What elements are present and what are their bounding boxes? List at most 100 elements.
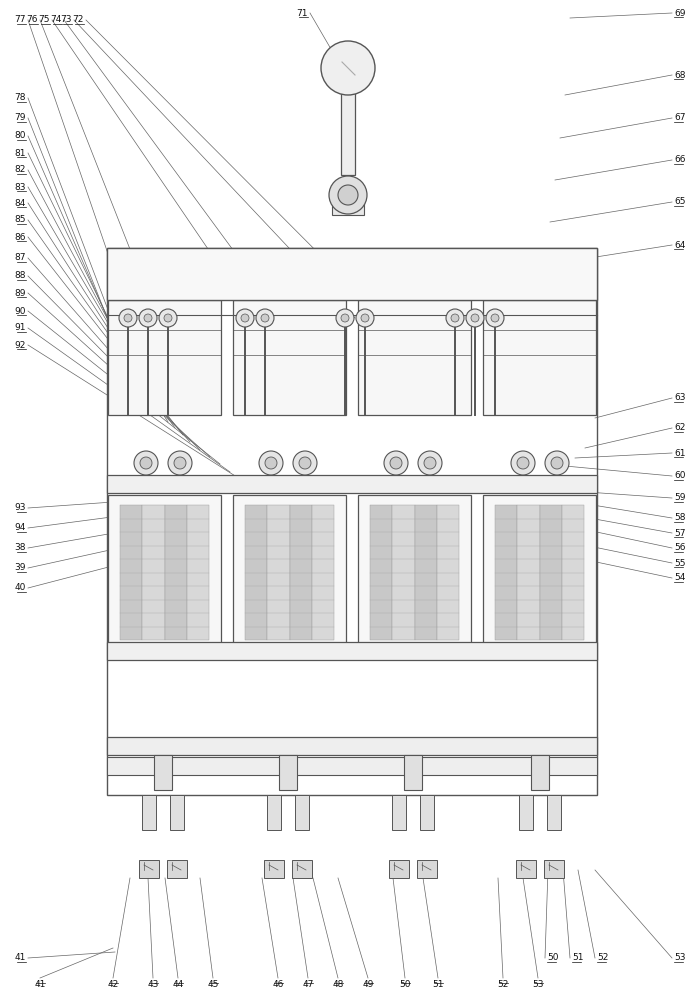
- Bar: [107, 248, 597, 795]
- Bar: [233, 300, 346, 415]
- Bar: [279, 755, 297, 790]
- Bar: [392, 795, 406, 830]
- Text: 82: 82: [15, 165, 26, 174]
- Bar: [108, 300, 221, 415]
- Text: 45: 45: [207, 980, 218, 989]
- Bar: [164, 505, 187, 640]
- Circle shape: [336, 309, 354, 327]
- Text: 88: 88: [15, 271, 26, 280]
- Bar: [245, 505, 267, 640]
- Circle shape: [491, 314, 499, 322]
- Bar: [107, 642, 597, 660]
- Circle shape: [321, 41, 375, 95]
- Bar: [547, 795, 561, 830]
- Text: 81: 81: [15, 148, 26, 157]
- Bar: [142, 505, 164, 640]
- Text: 72: 72: [73, 15, 84, 24]
- Circle shape: [466, 309, 484, 327]
- Text: 66: 66: [674, 155, 685, 164]
- Circle shape: [418, 451, 442, 475]
- Circle shape: [545, 451, 569, 475]
- Text: 78: 78: [15, 94, 26, 103]
- Text: 38: 38: [15, 544, 26, 552]
- Text: 94: 94: [15, 524, 26, 532]
- Bar: [187, 505, 209, 640]
- Bar: [483, 300, 596, 415]
- Text: 51: 51: [572, 954, 584, 962]
- Text: 60: 60: [674, 472, 685, 481]
- Bar: [414, 505, 437, 640]
- Text: 57: 57: [674, 528, 685, 538]
- Bar: [107, 475, 597, 493]
- Text: 89: 89: [15, 288, 26, 298]
- Circle shape: [329, 176, 367, 214]
- Text: 53: 53: [532, 980, 544, 989]
- Text: 58: 58: [674, 514, 685, 522]
- Bar: [120, 505, 142, 640]
- Bar: [107, 757, 597, 775]
- Circle shape: [174, 457, 186, 469]
- Text: 46: 46: [272, 980, 284, 989]
- Bar: [370, 505, 392, 640]
- Bar: [519, 795, 533, 830]
- Circle shape: [486, 309, 504, 327]
- Text: 55: 55: [674, 558, 685, 568]
- Bar: [295, 795, 309, 830]
- Text: 50: 50: [399, 980, 411, 989]
- Text: 42: 42: [107, 980, 118, 989]
- Bar: [544, 860, 564, 878]
- Bar: [167, 860, 187, 878]
- Bar: [404, 755, 422, 790]
- Bar: [437, 505, 459, 640]
- Text: 67: 67: [674, 113, 685, 122]
- Text: 91: 91: [15, 324, 26, 332]
- Bar: [267, 505, 290, 640]
- Text: 73: 73: [60, 15, 72, 24]
- Bar: [290, 505, 312, 640]
- Circle shape: [144, 314, 152, 322]
- Text: 62: 62: [674, 424, 685, 432]
- Text: 51: 51: [433, 980, 444, 989]
- Text: 86: 86: [15, 232, 26, 241]
- Bar: [142, 795, 156, 830]
- Text: 80: 80: [15, 131, 26, 140]
- Circle shape: [164, 314, 172, 322]
- Bar: [312, 505, 334, 640]
- Text: 59: 59: [674, 493, 685, 502]
- Circle shape: [446, 309, 464, 327]
- Text: 50: 50: [547, 954, 559, 962]
- Bar: [332, 197, 364, 215]
- Text: 71: 71: [297, 8, 308, 17]
- Circle shape: [384, 451, 408, 475]
- Text: 56: 56: [674, 544, 685, 552]
- Circle shape: [511, 451, 535, 475]
- Circle shape: [241, 314, 249, 322]
- Circle shape: [159, 309, 177, 327]
- Circle shape: [139, 309, 157, 327]
- Text: 41: 41: [15, 954, 26, 962]
- Bar: [341, 68, 355, 175]
- Text: 47: 47: [302, 980, 314, 989]
- Bar: [107, 737, 597, 755]
- Circle shape: [338, 185, 358, 205]
- Bar: [139, 860, 159, 878]
- Bar: [292, 860, 312, 878]
- Text: 90: 90: [15, 306, 26, 316]
- Circle shape: [140, 457, 152, 469]
- Bar: [417, 860, 437, 878]
- Bar: [107, 248, 597, 300]
- Bar: [483, 495, 596, 650]
- Bar: [392, 505, 414, 640]
- Circle shape: [124, 314, 132, 322]
- Bar: [531, 755, 549, 790]
- Circle shape: [451, 314, 459, 322]
- Bar: [420, 795, 434, 830]
- Circle shape: [361, 314, 369, 322]
- Bar: [264, 860, 284, 878]
- Bar: [170, 795, 184, 830]
- Text: 76: 76: [27, 15, 38, 24]
- Text: 74: 74: [50, 15, 62, 24]
- Text: 79: 79: [15, 113, 26, 122]
- Bar: [154, 755, 172, 790]
- Text: 39: 39: [15, 564, 26, 572]
